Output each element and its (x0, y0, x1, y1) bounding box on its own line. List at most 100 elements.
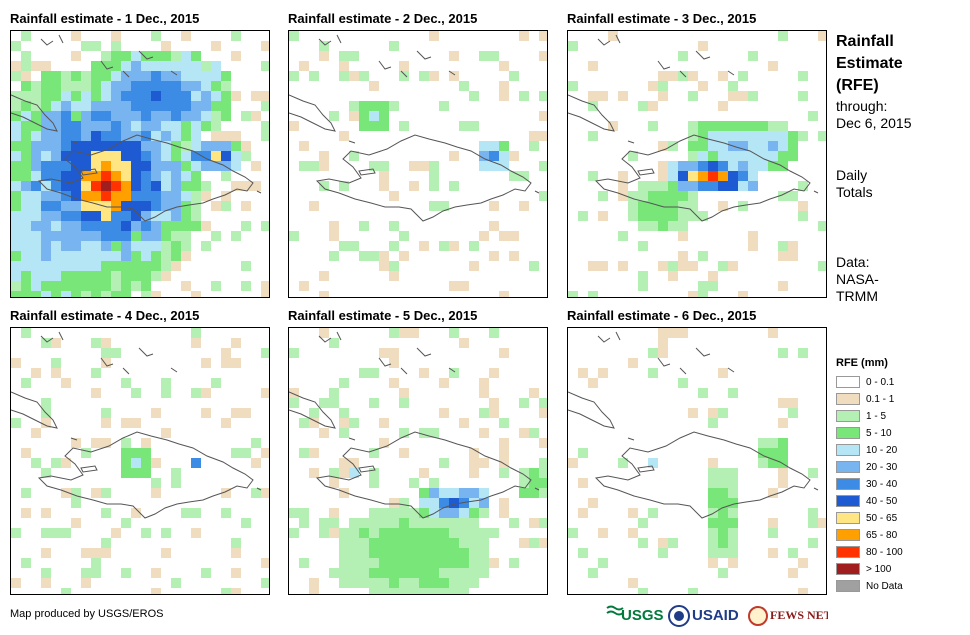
rainfall-cell (181, 51, 191, 61)
rainfall-cell (698, 171, 708, 181)
rainfall-cell (231, 358, 241, 368)
rainfall-cell (211, 121, 221, 131)
rainfall-cell (221, 111, 231, 121)
rainfall-cell (121, 211, 131, 221)
rainfall-cell (171, 231, 181, 241)
rainfall-cell (111, 91, 121, 101)
rainfall-cell (519, 398, 529, 408)
rainfall-cell (31, 261, 41, 271)
panel-title-3: Rainfall estimate - 3 Dec., 2015 (567, 11, 757, 26)
rainfall-cell (211, 281, 221, 291)
rainfall-cell (251, 488, 261, 498)
rainfall-cell (221, 131, 231, 141)
rainfall-cell (161, 261, 171, 271)
rainfall-cell (359, 368, 369, 378)
rainfall-cell (81, 281, 91, 291)
rainfall-cell (211, 101, 221, 111)
rainfall-cell (439, 578, 449, 588)
rainfall-cell (111, 271, 121, 281)
rainfall-cell (201, 358, 211, 368)
rainfall-cell (708, 518, 718, 528)
rainfall-cell (698, 151, 708, 161)
rainfall-cell (231, 51, 241, 61)
rainfall-cell (81, 161, 91, 171)
rainfall-cell (708, 171, 718, 181)
rainfall-cell (131, 141, 141, 151)
rainfall-cell (808, 468, 818, 478)
rainfall-cell (499, 468, 509, 478)
rainfall-cell (479, 408, 489, 418)
rainfall-cell (81, 448, 91, 458)
rainfall-map-dec-3 (567, 30, 827, 298)
rainfall-cell (181, 131, 191, 141)
rainfall-cell (459, 558, 469, 568)
rainfall-cell (529, 488, 539, 498)
rainfall-cell (778, 478, 788, 488)
rainfall-cell (111, 291, 121, 297)
rainfall-cell (798, 91, 808, 101)
rainfall-cell (479, 528, 489, 538)
rainfall-cell (161, 91, 171, 101)
rainfall-cell (588, 291, 598, 297)
rainfall-cell (309, 588, 319, 594)
rainfall-cell (469, 578, 479, 588)
rainfall-cell (141, 438, 151, 448)
rainfall-cell (299, 418, 309, 428)
rainfall-cell (539, 438, 547, 448)
rainfall-cell (369, 528, 379, 538)
rainfall-cell (758, 151, 768, 161)
rainfall-cell (539, 518, 547, 528)
rainfall-cell (91, 101, 101, 111)
rainfall-cell (191, 211, 201, 221)
rainfall-cell (171, 201, 181, 211)
rainfall-cell (41, 71, 51, 81)
rainfall-cell (81, 231, 91, 241)
rainfall-cell (71, 231, 81, 241)
rainfall-cell (151, 81, 161, 91)
rainfall-cell (678, 201, 688, 211)
rainfall-cell (111, 71, 121, 81)
rainfall-cell (101, 131, 111, 141)
rainfall-cell (231, 31, 241, 41)
rainfall-cell (678, 231, 688, 241)
rainfall-cell (131, 508, 141, 518)
rainfall-cell (648, 191, 658, 201)
rainfall-cell (31, 181, 41, 191)
rainfall-cell (738, 71, 748, 81)
rainfall-cell (161, 111, 171, 121)
rainfall-cell (459, 508, 469, 518)
legend-label: 10 - 20 (866, 445, 898, 456)
rainfall-cell (469, 241, 479, 251)
rainfall-cell (51, 251, 61, 261)
rainfall-cell (788, 151, 798, 161)
rainfall-cell (211, 231, 221, 241)
rainfall-cell (708, 181, 718, 191)
rainfall-cell (539, 488, 547, 498)
rainfall-cell (131, 458, 141, 468)
rainfall-cell (529, 131, 539, 141)
rainfall-cell (369, 81, 379, 91)
rainfall-cell (339, 428, 349, 438)
rainfall-cell (489, 221, 499, 231)
rainfall-cell (151, 121, 161, 131)
rainfall-cell (11, 231, 21, 241)
rainfall-cell (111, 201, 121, 211)
rainfall-cell (519, 468, 529, 478)
rainfall-cell (758, 121, 768, 131)
rainfall-cell (499, 81, 509, 91)
rainfall-cell (151, 271, 161, 281)
rainfall-cell (419, 161, 429, 171)
rainfall-cell (738, 171, 748, 181)
rainfall-cell (201, 181, 211, 191)
rainfall-cell (818, 261, 826, 271)
rainfall-cell (121, 568, 131, 578)
rainfall-cell (389, 548, 399, 558)
rainfall-cell (141, 101, 151, 111)
rainfall-cell (161, 71, 171, 81)
rainfall-cell (529, 428, 539, 438)
rainfall-cell (359, 121, 369, 131)
rainfall-cell (51, 261, 61, 271)
rainfall-cell (379, 251, 389, 261)
rainfall-cell (409, 558, 419, 568)
rainfall-cell (31, 191, 41, 201)
